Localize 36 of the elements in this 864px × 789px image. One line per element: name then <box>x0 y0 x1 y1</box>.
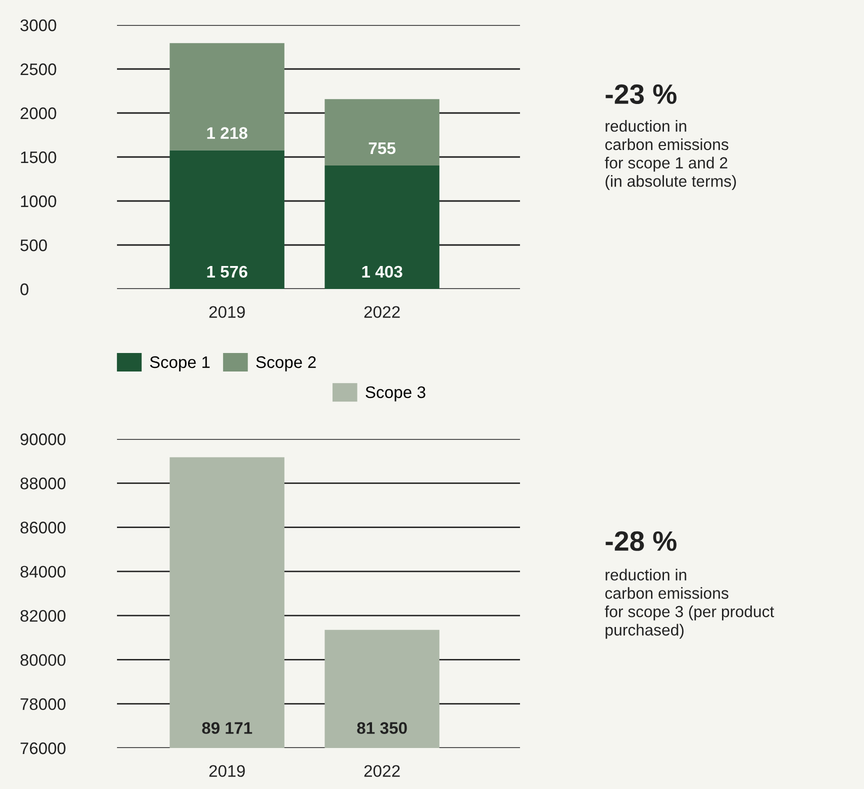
x-tick-label: 2022 <box>364 765 400 777</box>
data-label: 89 171 <box>202 722 252 734</box>
text: reduction in carbon emissions for scope 1 and 2 (in absolute terms) <box>604 120 736 190</box>
y-tick-label: 90000 <box>20 433 66 446</box>
y-tick-label: 78000 <box>20 698 66 710</box>
y-tick-label: 88000 <box>20 478 66 490</box>
y-tick-label: 82000 <box>20 610 66 622</box>
y-tick-label: 86000 <box>20 522 66 534</box>
y-tick-label: 80000 <box>20 654 66 666</box>
y-tick-label: 1000 <box>21 195 56 208</box>
x-tick-label: 2022 <box>364 306 400 318</box>
text: reduction in carbon emissions for scope 3 (per product purchased) <box>604 568 774 639</box>
bar <box>170 43 284 150</box>
y-tick-label: 76000 <box>20 742 66 754</box>
y-tick-label: 84000 <box>20 566 66 578</box>
legend-label: Scope 2 <box>256 356 316 372</box>
y-tick-label: 1500 <box>21 151 56 164</box>
legend-label: Scope 1 <box>150 356 210 372</box>
bar <box>324 99 440 166</box>
y-tick-label: 3000 <box>20 19 56 32</box>
bar <box>324 166 440 289</box>
text: -28 % <box>606 531 676 551</box>
data-label: 1 218 <box>207 127 248 139</box>
x-tick-label: 2019 <box>209 765 245 777</box>
data-label: 1 576 <box>207 266 248 278</box>
y-tick-label: 2000 <box>20 107 56 120</box>
x-tick-label: 2019 <box>209 306 245 318</box>
y-tick-label: 0 <box>20 283 28 296</box>
y-tick-label: 2500 <box>20 63 56 76</box>
legend-label: Scope 3 <box>366 386 426 402</box>
data-label: 1 403 <box>362 266 402 278</box>
data-label: 81 350 <box>357 722 407 734</box>
y-tick-label: 500 <box>20 239 47 252</box>
text: -23 % <box>606 84 676 104</box>
data-label: 755 <box>368 142 396 154</box>
bar <box>170 150 284 289</box>
